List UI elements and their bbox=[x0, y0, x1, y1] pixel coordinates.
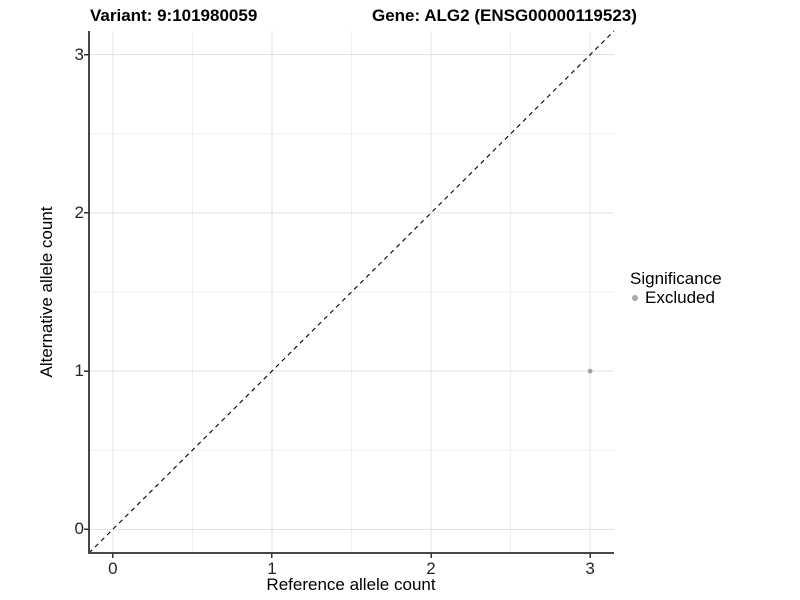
x-tick-label-3: 3 bbox=[585, 559, 595, 578]
x-tick-label-1: 1 bbox=[267, 559, 277, 578]
variant-title: Variant: 9:101980059 bbox=[90, 6, 258, 25]
y-axis-title: Alternative allele count bbox=[37, 206, 56, 378]
excluded-point-icon bbox=[632, 295, 638, 301]
y-tick-label-1: 1 bbox=[74, 361, 84, 381]
y-tick-label-2: 2 bbox=[74, 202, 84, 222]
legend-title: Significance bbox=[630, 269, 722, 288]
x-axis-title: Reference allele count bbox=[266, 575, 436, 594]
legend-entry-label: Excluded bbox=[645, 288, 715, 307]
y-tick-label-3: 3 bbox=[74, 44, 84, 64]
gene-title: Gene: ALG2 (ENSG00000119523) bbox=[372, 6, 637, 25]
y-tick-label-0: 0 bbox=[74, 519, 84, 539]
x-tick-label-0: 0 bbox=[108, 559, 118, 578]
x-tick-label-2: 2 bbox=[426, 559, 436, 578]
data-point-excluded bbox=[587, 368, 593, 374]
legend-entry-excluded: Excluded bbox=[632, 288, 715, 308]
identity-dashed-line bbox=[88, 30, 615, 554]
